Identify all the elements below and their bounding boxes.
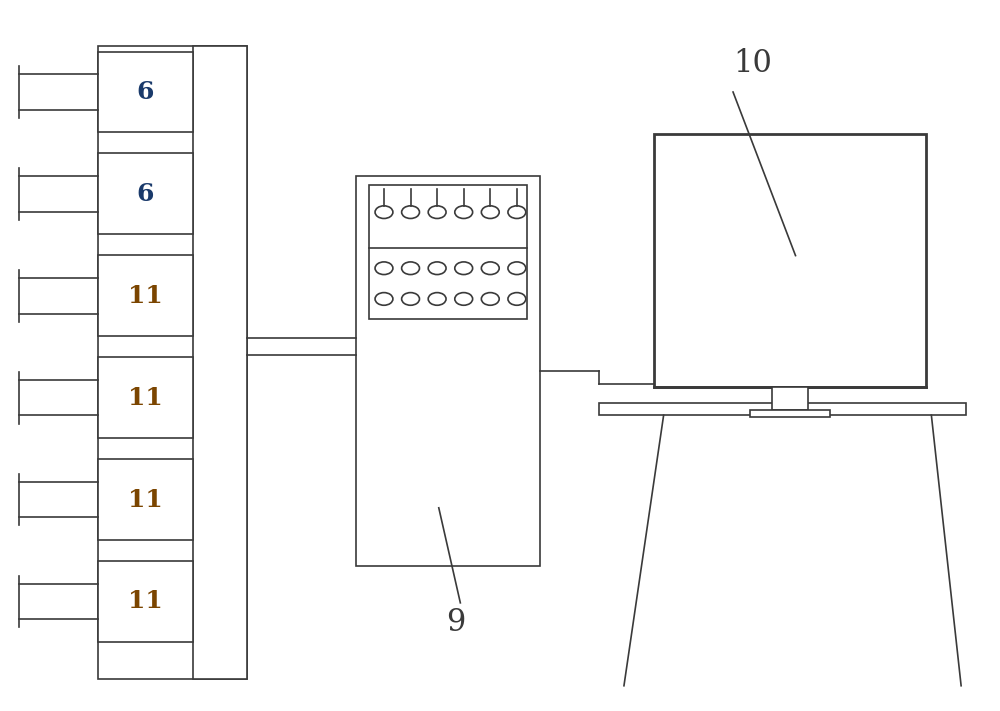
Bar bbox=[98, 357, 193, 438]
Text: 11: 11 bbox=[128, 385, 163, 410]
Text: 11: 11 bbox=[128, 284, 163, 308]
Bar bbox=[98, 561, 193, 642]
Bar bbox=[98, 255, 193, 336]
Bar bbox=[356, 176, 540, 566]
Bar bbox=[193, 46, 247, 679]
Bar bbox=[750, 410, 830, 417]
Text: 10: 10 bbox=[733, 48, 772, 80]
Bar bbox=[654, 134, 926, 387]
Bar bbox=[599, 402, 966, 415]
Text: 11: 11 bbox=[128, 488, 163, 511]
Bar bbox=[98, 459, 193, 540]
Bar bbox=[98, 52, 193, 132]
Bar bbox=[98, 154, 193, 235]
Text: 9: 9 bbox=[446, 607, 465, 638]
Bar bbox=[98, 46, 247, 679]
Text: 6: 6 bbox=[137, 80, 154, 104]
Bar bbox=[772, 387, 808, 410]
Text: 6: 6 bbox=[137, 182, 154, 206]
Bar bbox=[369, 186, 527, 319]
Text: 11: 11 bbox=[128, 589, 163, 614]
